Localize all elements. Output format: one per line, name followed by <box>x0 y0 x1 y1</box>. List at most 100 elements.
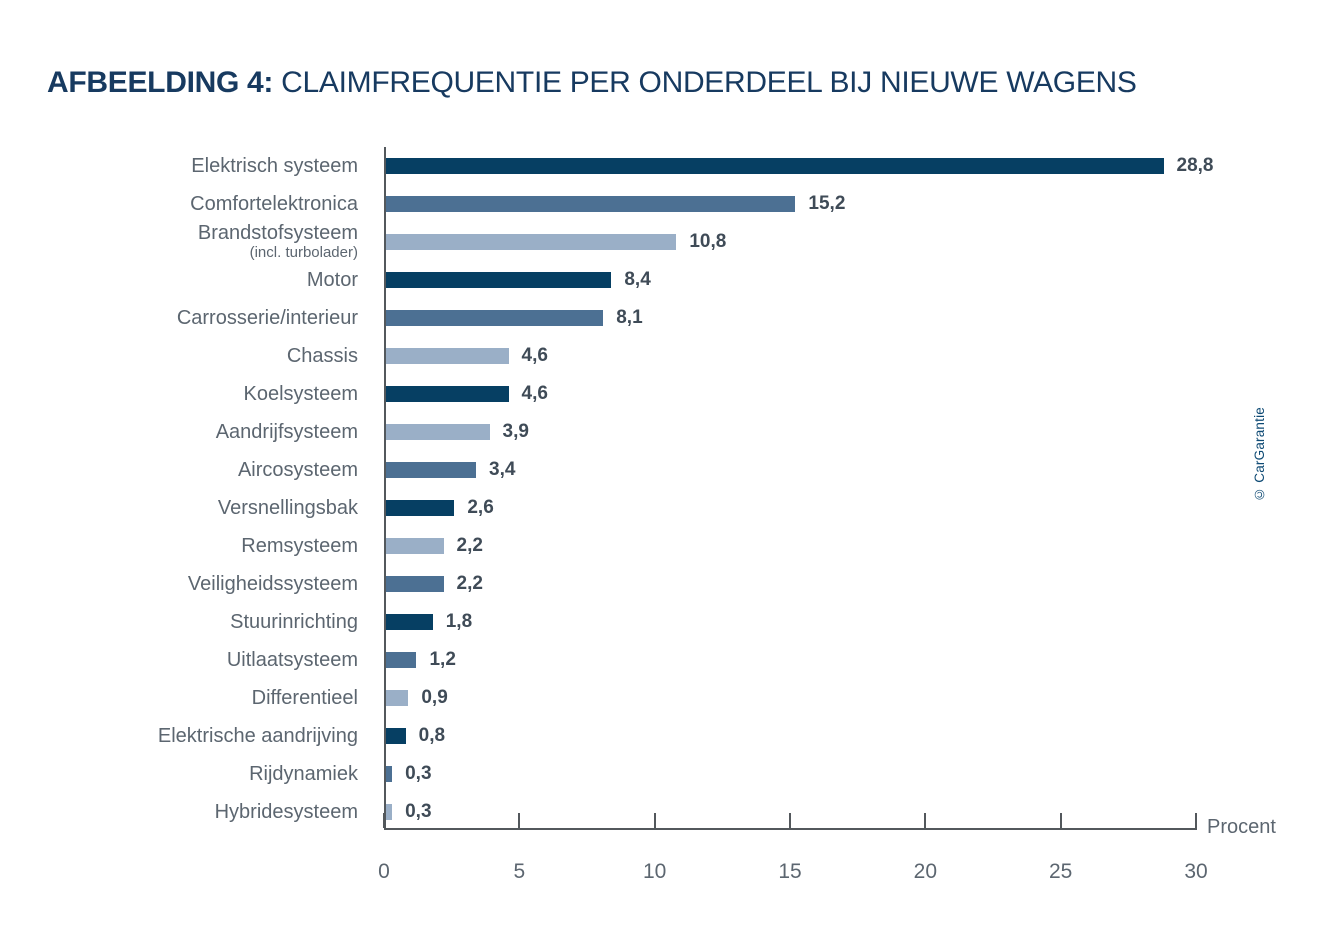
y-axis-line <box>384 147 386 830</box>
x-axis-tick-label: 30 <box>1184 860 1208 883</box>
category-label: Chassis <box>0 344 384 367</box>
bar <box>384 234 677 250</box>
value-label: 8,4 <box>624 269 651 290</box>
category-label-main: Veiligheidssysteem <box>187 572 358 595</box>
bar <box>384 386 509 402</box>
bar <box>384 576 444 592</box>
x-axis-tick <box>789 813 791 828</box>
bar <box>384 272 612 288</box>
bar <box>384 348 509 364</box>
bar <box>384 652 417 668</box>
chart-row: Brandstofsysteem (incl. turbolader) 10,8 <box>0 222 1341 262</box>
category-label-main: Aandrijfsysteem <box>215 420 358 443</box>
chart-row: Stuurinrichting 1,8 <box>0 603 1341 641</box>
chart-row: Aandrijfsysteem 3,9 <box>0 413 1341 451</box>
chart-row: Elektrische aandrijving 0,8 <box>0 717 1341 755</box>
category-label-main: Remsysteem <box>241 534 358 557</box>
value-label: 4,6 <box>521 345 548 366</box>
chart-row: Uitlaatsysteem 1,2 <box>0 641 1341 679</box>
category-label: Elektrisch systeem <box>0 154 384 177</box>
bar <box>384 690 409 706</box>
value-label: 0,9 <box>421 687 448 708</box>
bar <box>384 500 455 516</box>
chart-row: Differentieel 0,9 <box>0 679 1341 717</box>
value-label: 15,2 <box>808 193 846 214</box>
x-axis-tick-label: 5 <box>513 860 526 883</box>
bar-chart-rows: Elektrisch systeem 28,8 Comfortelektronica… <box>0 147 1341 831</box>
category-label-main: Chassis <box>286 344 358 367</box>
category-label-main: Brandstofsysteem <box>197 222 358 244</box>
bar <box>384 196 796 212</box>
value-label: 8,1 <box>616 307 643 328</box>
value-label: 1,2 <box>429 649 456 670</box>
value-label: 0,3 <box>405 801 432 822</box>
category-label-main: Elektrisch systeem <box>191 154 358 177</box>
category-label: Comfortelektronica <box>0 192 384 215</box>
chart-row: Elektrisch systeem 28,8 <box>0 147 1341 185</box>
category-label: Rijdynamiek <box>0 762 384 785</box>
chart-row: Rijdynamiek 0,3 <box>0 755 1341 793</box>
category-label-main: Uitlaatsysteem <box>226 648 358 671</box>
category-label-main: Stuurinrichting <box>230 610 358 633</box>
value-label: 4,6 <box>521 383 548 404</box>
x-axis-tick-label: 25 <box>1048 860 1073 883</box>
bar <box>384 158 1164 174</box>
category-label: Veiligheidssysteem <box>0 572 384 595</box>
x-axis-tick <box>924 813 927 828</box>
x-axis-tick-label: 15 <box>778 860 802 883</box>
category-label: Differentieel <box>0 686 384 709</box>
bar <box>384 804 393 820</box>
bar <box>384 462 477 478</box>
chart-row: Comfortelektronica 15,2 <box>0 185 1341 223</box>
x-axis-title: Procent <box>1207 816 1276 838</box>
category-label: Elektrische aandrijving <box>0 724 384 747</box>
chart-row: Versnellingsbak 2,6 <box>0 489 1341 527</box>
value-label: 0,3 <box>405 763 432 784</box>
x-axis-tick-label: 20 <box>913 860 937 883</box>
chart-row: Chassis 4,6 <box>0 337 1341 375</box>
category-label: Stuurinrichting <box>0 610 384 633</box>
x-axis-line <box>384 828 1197 830</box>
figure-title: AFBEELDING 4: CLAIMFREQUENTIE PER ONDERD… <box>47 66 1137 100</box>
bar <box>384 614 433 630</box>
value-label: 2,2 <box>456 573 483 594</box>
category-label-main: Motor <box>306 268 358 291</box>
category-label-main: Carrosserie/interieur <box>176 306 358 329</box>
x-axis-tick <box>1195 813 1197 828</box>
chart-row: Aircosysteem 3,4 <box>0 451 1341 489</box>
figure-title-prefix: AFBEELDING 4: <box>47 66 274 99</box>
x-axis-tick-label: 0 <box>378 860 390 883</box>
chart-row: Remsysteem 2,2 <box>0 527 1341 565</box>
bar <box>384 424 490 440</box>
category-label-main: Differentieel <box>251 686 358 709</box>
category-label: Motor <box>0 268 384 291</box>
value-label: 28,8 <box>1176 155 1214 176</box>
category-label: Uitlaatsysteem <box>0 648 384 671</box>
category-label: Koelsysteem <box>0 383 384 405</box>
category-label: Brandstofsysteem (incl. turbolader) <box>0 222 384 262</box>
category-label: Aircosysteem <box>0 458 384 481</box>
chart-row: Veiligheidssysteem 2,2 <box>0 565 1341 603</box>
bar <box>384 538 444 554</box>
chart-row: Hybridesysteem 0,3 <box>0 793 1341 831</box>
x-axis-tick <box>1059 813 1062 828</box>
category-label: Hybridesysteem <box>0 800 384 823</box>
category-label: Aandrijfsysteem <box>0 420 384 443</box>
chart-row: Carrosserie/interieur 8,1 <box>0 299 1341 337</box>
category-label: Remsysteem <box>0 534 384 557</box>
value-label: 3,9 <box>502 421 529 442</box>
category-label-main: Aircosysteem <box>237 458 358 481</box>
bar <box>384 728 406 744</box>
category-label-main: Comfortelektronica <box>190 192 358 215</box>
category-label-main: Rijdynamiek <box>249 762 358 785</box>
value-label: 10,8 <box>689 231 727 252</box>
copyright-watermark: © CarGarantie <box>1252 407 1267 502</box>
x-axis-tick-label: 10 <box>642 860 667 883</box>
chart-row: Koelsysteem 4,6 <box>0 375 1341 413</box>
category-label-main: Hybridesysteem <box>214 800 358 823</box>
category-label-main: Elektrische aandrijving <box>157 724 358 747</box>
value-label: 1,8 <box>445 611 473 632</box>
bar <box>384 310 604 326</box>
x-axis-tick <box>518 813 521 828</box>
